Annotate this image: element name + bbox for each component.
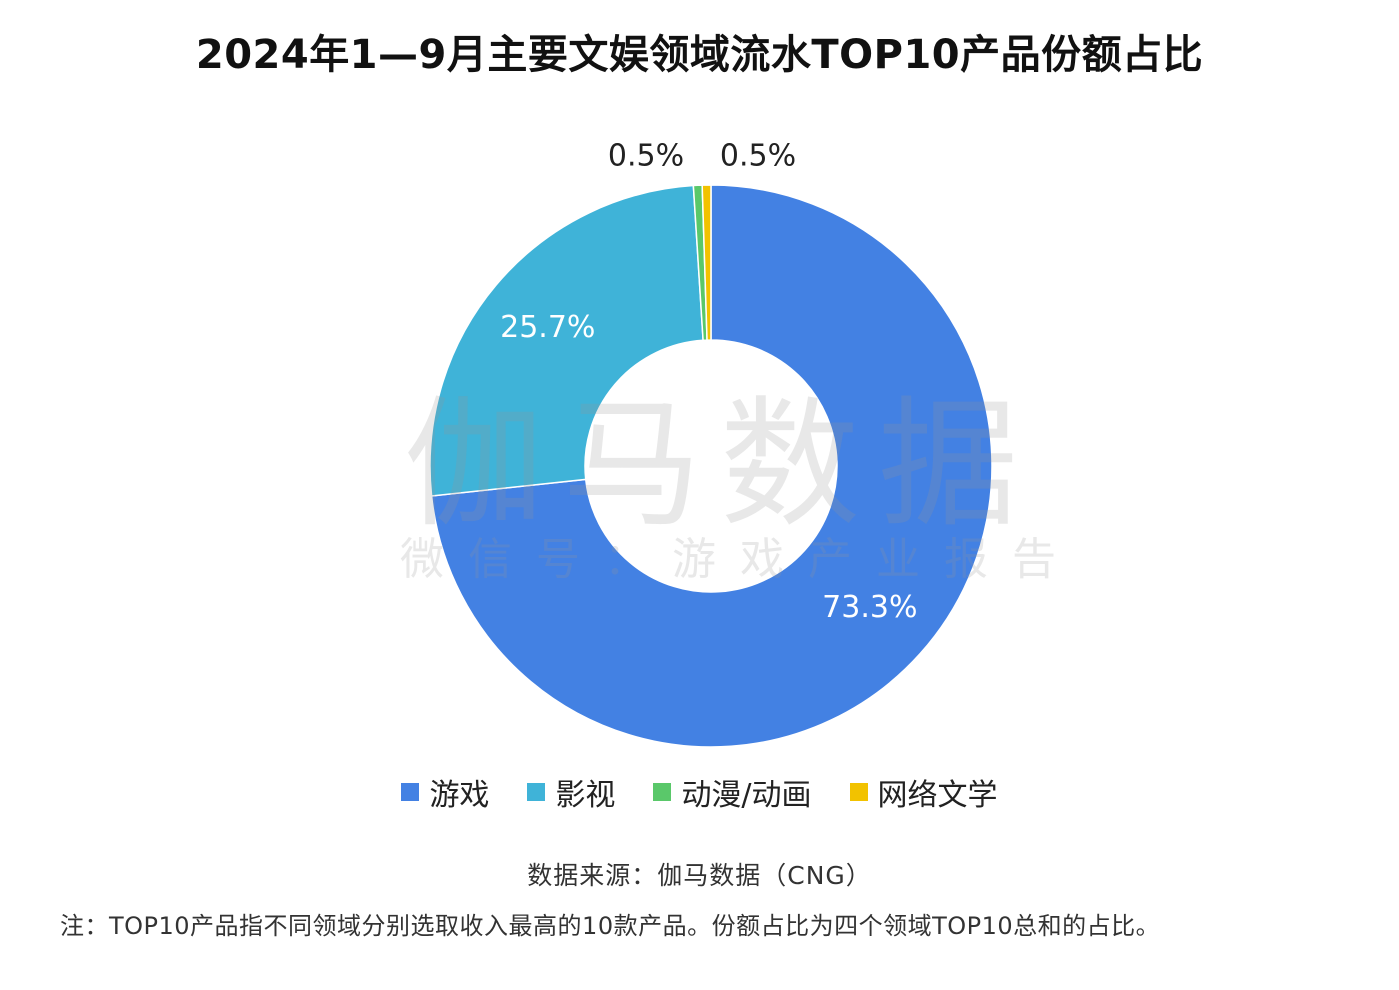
slice-games <box>430 184 993 748</box>
legend-label-film-tv: 影视 <box>555 778 616 813</box>
legend-item-film-tv: 影视 <box>527 770 615 814</box>
chart-legend: 游戏 影视 动漫/动画 网络文学 <box>0 770 1399 814</box>
watermark-logo-text: 伽马数据 <box>403 384 1036 547</box>
data-label-anime: 0.5% <box>608 139 684 174</box>
data-label-web-literature: 0.5% <box>720 139 796 174</box>
data-source: 数据来源：伽马数据（CNG） <box>527 861 872 890</box>
data-label-games: 73.3% <box>822 590 917 625</box>
watermark-subtitle: 微信号：游戏产业报告 <box>400 534 1080 585</box>
chart-title: 2024年1—9月主要文娱领域流水TOP10产品份额占比 <box>195 32 1204 78</box>
legend-item-games: 游戏 <box>401 770 489 814</box>
slice-web-literature <box>701 184 712 341</box>
legend-swatch-web-literature <box>849 783 868 801</box>
data-label-film-tv: 25.7% <box>500 310 595 345</box>
legend-item-anime: 动漫/动画 <box>653 770 812 814</box>
footnote: 注：TOP10产品指不同领域分别选取收入最高的10款产品。份额占比为四个领域TO… <box>60 912 1161 940</box>
legend-swatch-film-tv <box>527 783 546 801</box>
legend-label-web-literature: 网络文学 <box>877 778 998 813</box>
legend-label-anime: 动漫/动画 <box>681 778 812 813</box>
slice-film-tv <box>429 184 704 497</box>
legend-label-games: 游戏 <box>429 778 490 813</box>
legend-swatch-anime <box>653 783 672 801</box>
legend-item-web-literature: 网络文学 <box>849 770 998 814</box>
legend-swatch-games <box>401 783 420 801</box>
